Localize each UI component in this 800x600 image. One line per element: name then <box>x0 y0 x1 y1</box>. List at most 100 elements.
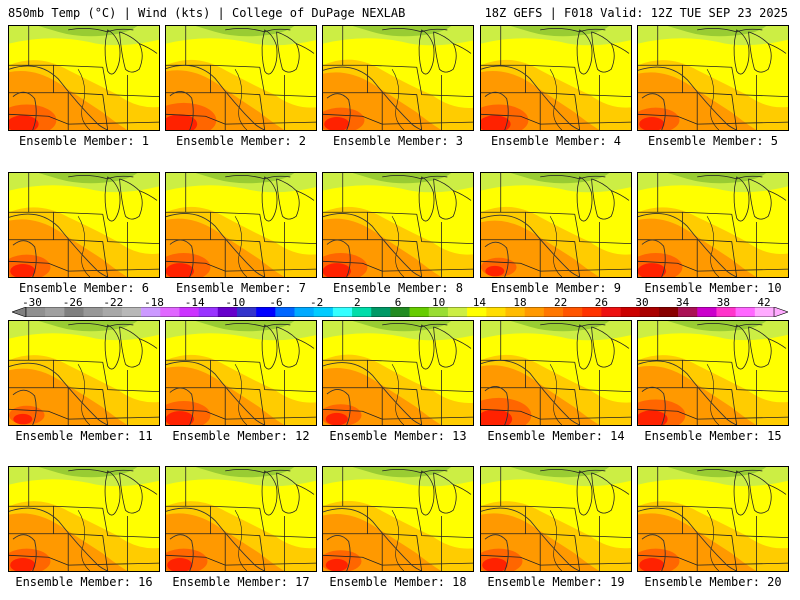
colorbar-segment <box>582 307 602 317</box>
colorbar-segment <box>179 307 199 317</box>
colorbar-segment <box>697 307 717 317</box>
ensemble-member-label: Ensemble Member: 5 <box>647 134 779 148</box>
ensemble-map-panel <box>8 466 160 572</box>
colorbar-tick-label: -18 <box>144 296 164 309</box>
temperature-field-map <box>323 467 473 571</box>
colorbar-segment <box>735 307 756 317</box>
colorbar-segment <box>658 307 679 317</box>
colorbar-tick-label: 38 <box>716 296 730 309</box>
ensemble-member-label: Ensemble Member: 1 <box>18 134 150 148</box>
valid-time: 18Z GEFS | F018 Valid: 12Z TUE SEP 23 20… <box>484 6 788 20</box>
temperature-field-map <box>323 321 473 425</box>
colorbar-segment <box>83 307 104 317</box>
colorbar-tick-label: -2 <box>310 296 324 309</box>
colorbar-tick-label: -14 <box>184 296 205 309</box>
temperature-field-map <box>638 321 788 425</box>
colorbar-segment <box>217 307 238 317</box>
ensemble-map-panel <box>322 320 474 426</box>
temperature-field-map <box>323 26 473 130</box>
colorbar-segment <box>543 307 564 317</box>
figure-title: 850mb Temp (°C) | Wind (kts) | College o… <box>8 6 406 20</box>
colorbar-tick-label: 30 <box>635 296 649 309</box>
temperature-field-map <box>166 467 316 571</box>
colorbar-tick-label: 34 <box>676 296 690 309</box>
ensemble-map-panel <box>8 320 160 426</box>
colorbar-segment <box>64 307 84 317</box>
ensemble-member-label: Ensemble Member: 9 <box>490 281 622 295</box>
colorbar-segment <box>620 307 641 317</box>
colorbar-segment <box>486 307 506 317</box>
ensemble-member-label: Ensemble Member: 3 <box>332 134 464 148</box>
colorbar-segment <box>639 307 660 317</box>
ensemble-map-panel <box>8 172 160 278</box>
colorbar-tick-label: 14 <box>472 296 486 309</box>
ensemble-member-label: Ensemble Member: 13 <box>329 429 467 443</box>
colorbar-segment <box>563 307 583 317</box>
ensemble-map-panel <box>480 466 632 572</box>
colorbar-segment <box>236 307 257 317</box>
temperature-field-map <box>481 26 631 130</box>
ensemble-member-label: Ensemble Member: 20 <box>644 575 782 589</box>
colorbar-segment <box>332 307 353 317</box>
ensemble-map-panel <box>480 25 632 131</box>
colorbar-right-arrow <box>773 307 788 317</box>
ensemble-member-label: Ensemble Member: 19 <box>487 575 625 589</box>
temperature-field-map <box>166 173 316 277</box>
temperature-field-map <box>638 26 788 130</box>
colorbar-segment <box>371 307 391 317</box>
temperature-field-map <box>9 467 159 571</box>
colorbar-segment <box>390 307 410 317</box>
ensemble-member-label: Ensemble Member: 18 <box>329 575 467 589</box>
colorbar-tick-label: -22 <box>103 296 124 309</box>
temperature-field-map <box>9 173 159 277</box>
ensemble-map-panel <box>322 25 474 131</box>
colorbar-segment <box>275 307 295 317</box>
colorbar-segment <box>447 307 468 317</box>
temperature-field-map <box>166 321 316 425</box>
colorbar-tick-label: 26 <box>594 296 608 309</box>
colorbar-segment <box>409 307 430 317</box>
ensemble-member-label: Ensemble Member: 10 <box>644 281 782 295</box>
colorbar-segment <box>754 307 775 317</box>
ensemble-map-panel <box>480 172 632 278</box>
ensemble-map-panel <box>165 320 317 426</box>
ensemble-map-panel <box>165 25 317 131</box>
colorbar-segment <box>294 307 314 317</box>
colorbar-tick-label: 18 <box>513 296 527 309</box>
ensemble-member-label: Ensemble Member: 16 <box>15 575 153 589</box>
ensemble-map-panel <box>165 172 317 278</box>
colorbar-tick-label: 22 <box>554 296 568 309</box>
ensemble-member-label: Ensemble Member: 17 <box>172 575 310 589</box>
colorbar-segment <box>26 307 46 317</box>
temperature-field-map <box>166 26 316 130</box>
temperature-field-map <box>638 467 788 571</box>
temperature-field-map <box>481 321 631 425</box>
ensemble-member-label: Ensemble Member: 15 <box>644 429 782 443</box>
temperature-field-map <box>638 173 788 277</box>
ensemble-map-panel <box>637 25 789 131</box>
temperature-field-map <box>481 173 631 277</box>
colorbar-segment <box>313 307 334 317</box>
ensemble-member-label: Ensemble Member: 14 <box>487 429 625 443</box>
colorbar-segment <box>198 307 219 317</box>
ensemble-map-panel <box>322 172 474 278</box>
ensemble-map-panel <box>480 320 632 426</box>
colorbar-segment <box>601 307 621 317</box>
colorbar-tick-label: -26 <box>62 296 83 309</box>
temperature-field-map <box>9 26 159 130</box>
colorbar-segment <box>121 307 142 317</box>
ensemble-member-label: Ensemble Member: 12 <box>172 429 310 443</box>
colorbar-segment <box>505 307 525 317</box>
temperature-colorbar <box>12 307 788 317</box>
ensemble-member-label: Ensemble Member: 11 <box>15 429 153 443</box>
colorbar-segment <box>352 307 372 317</box>
colorbar-segment <box>716 307 736 317</box>
ensemble-map-panel <box>637 466 789 572</box>
colorbar-segment <box>45 307 65 317</box>
temperature-field-map <box>481 467 631 571</box>
colorbar-segment <box>141 307 161 317</box>
colorbar-segment <box>102 307 123 317</box>
colorbar-tick-label: 10 <box>432 296 446 309</box>
colorbar-tick-label: 6 <box>394 296 402 309</box>
